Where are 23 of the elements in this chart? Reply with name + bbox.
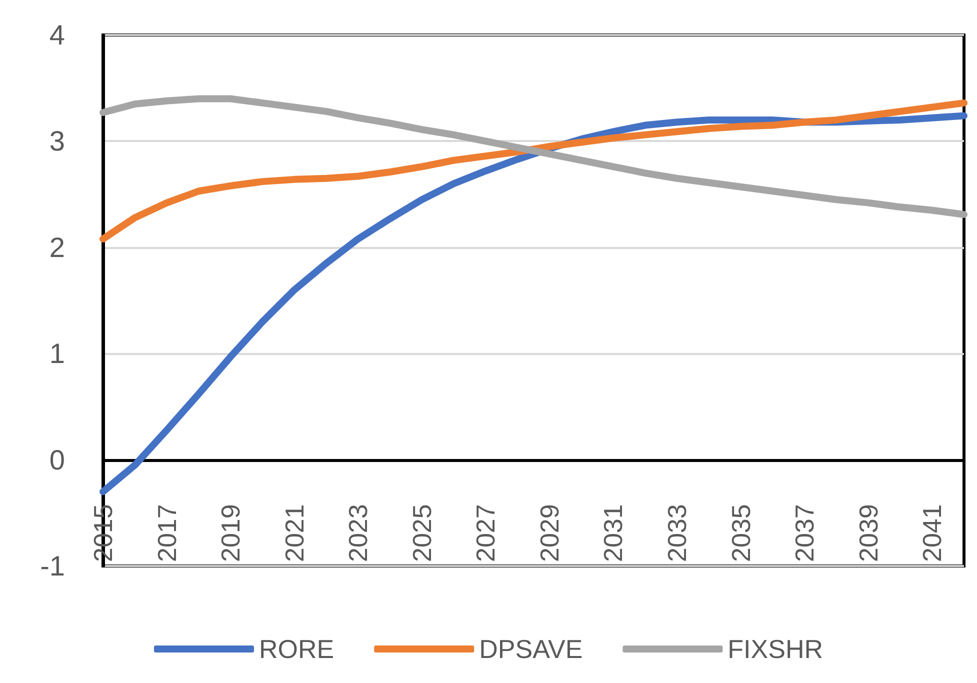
x-tick-label: 2027 (470, 504, 501, 562)
x-tick-label: 2019 (216, 504, 246, 562)
y-tick-label: 0 (49, 444, 65, 476)
x-tick-label: 2033 (662, 504, 692, 562)
x-tick-label: 2035 (726, 504, 756, 562)
legend-label: RORE (258, 634, 334, 664)
legend-label: DPSAVE (479, 634, 583, 664)
x-tick-label: 2023 (343, 504, 374, 562)
y-tick-label: -1 (40, 550, 65, 582)
x-tick-label: 2017 (152, 504, 182, 562)
x-tick-label: 2039 (853, 504, 884, 562)
x-tick-label: 2021 (279, 504, 310, 562)
y-tick-label: 4 (49, 20, 65, 50)
legend-label: FIXSHR (728, 634, 824, 664)
y-tick-label: 1 (49, 338, 65, 370)
x-tick-label: 2015 (88, 504, 118, 562)
x-tick-label: 2041 (917, 504, 948, 562)
y-tick-label: 3 (49, 126, 65, 157)
x-tick-label: 2031 (598, 504, 628, 562)
y-tick-label: 2 (49, 232, 65, 263)
x-tick-label: 2025 (406, 504, 437, 562)
x-tick-label: 2037 (790, 504, 820, 562)
x-tick-label: 2029 (534, 504, 564, 562)
